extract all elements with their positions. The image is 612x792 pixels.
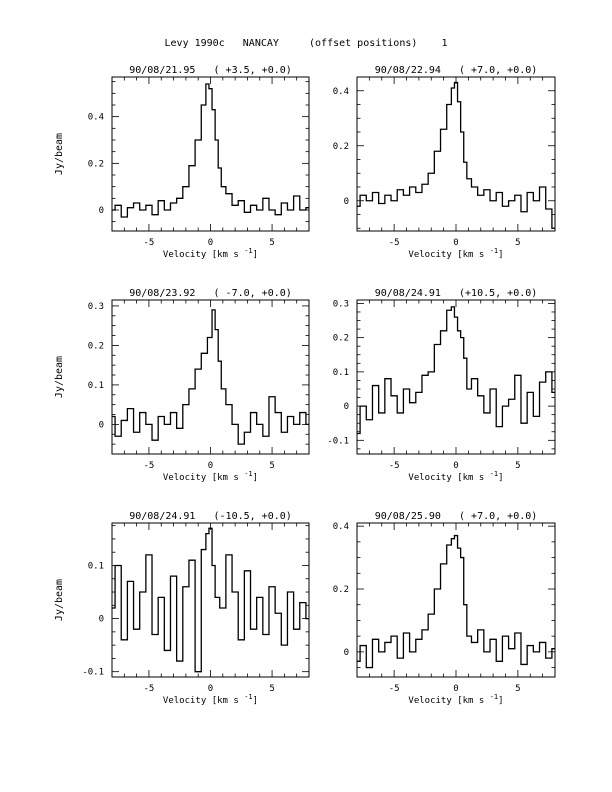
x-axis-label-text: Velocity [km s xyxy=(163,473,244,483)
plot-frame xyxy=(111,522,310,678)
panel-title: 90/08/22.94 ( +7.0, +0.0) xyxy=(375,65,538,76)
x-tick-label: 5 xyxy=(515,684,520,694)
plot-frame xyxy=(356,299,556,455)
spectrum-panel-2: -5 0 5 0 0.2 0.4 90/08/22.94 ( +7.0, +0.0) Velo… xyxy=(333,65,556,260)
spectrum-panel-1: -5 0 5 0 0.2 0.4 90/08/21.95 ( +3.5, +0.0) Velo… xyxy=(54,65,310,260)
y-tick-label: 0.1 xyxy=(333,368,349,378)
spectrum-panel-3: -5 0 5 0 0.1 0.2 0.3 90/08/23.92 ( -7.0, +0.0) V… xyxy=(54,288,310,483)
x-tick-label: 5 xyxy=(515,461,520,471)
plot-frame xyxy=(356,522,556,678)
y-tick-label: 0 xyxy=(99,420,104,430)
y-axis-label: Jy/beam xyxy=(54,579,65,621)
spectrum-line xyxy=(357,534,555,669)
x-axis-label-bracket: ] xyxy=(498,473,503,483)
panel-title: 90/08/24.91 (+10.5, +0.0) xyxy=(375,288,538,299)
y-axis-label: Jy/beam xyxy=(54,133,65,175)
plot-frame xyxy=(111,76,310,232)
x-axis-label-text: Velocity [km s xyxy=(408,250,489,260)
x-axis-label: Velocity [km s -1] xyxy=(163,470,258,483)
x-tick-label: 0 xyxy=(453,238,458,248)
page-title: Levy 1990c NANCAY (offset positions) 1 xyxy=(164,38,448,49)
x-tick-label: 5 xyxy=(269,461,274,471)
y-tick-label: 0 xyxy=(99,206,104,216)
panel-title: 90/08/23.92 ( -7.0, +0.0) xyxy=(129,288,292,299)
x-axis-label-superscript: -1 xyxy=(490,470,498,478)
x-tick-label: -5 xyxy=(144,461,155,471)
y-tick-label: -0.1 xyxy=(82,668,104,678)
x-tick-label: 0 xyxy=(208,238,213,248)
panel-title: 90/08/25.90 ( +7.0, +0.0) xyxy=(375,511,538,522)
x-axis-label: Velocity [km s -1] xyxy=(163,693,258,706)
y-tick-label: 0.3 xyxy=(88,302,104,312)
x-axis-label: Velocity [km s -1] xyxy=(408,470,503,483)
x-axis-label-superscript: -1 xyxy=(244,470,252,478)
x-axis-label-bracket: ] xyxy=(498,250,503,260)
y-tick-label: -0.1 xyxy=(327,436,349,446)
spectrum-panel-4: -5 0 5 -0.1 0 0.1 0.2 0.3 90/08/24.91 (+10.5, +0… xyxy=(327,288,556,483)
plot-frame xyxy=(356,76,556,232)
x-axis-label-text: Velocity [km s xyxy=(163,696,244,706)
y-tick-label: 0 xyxy=(344,402,349,412)
x-tick-label: 5 xyxy=(515,238,520,248)
y-tick-label: 0.4 xyxy=(333,522,349,532)
y-tick-label: 0.2 xyxy=(333,585,349,595)
y-tick-label: 0.2 xyxy=(88,159,104,169)
panel-title: 90/08/24.91 (-10.5, +0.0) xyxy=(129,511,292,522)
y-tick-label: 0.2 xyxy=(88,341,104,351)
y-axis-label: Jy/beam xyxy=(54,356,65,398)
x-tick-label: 5 xyxy=(269,684,274,694)
x-tick-label: 0 xyxy=(453,684,458,694)
x-axis-label-superscript: -1 xyxy=(490,247,498,255)
y-tick-label: 0.1 xyxy=(88,561,104,571)
y-tick-label: 0 xyxy=(99,615,104,625)
x-tick-label: -5 xyxy=(389,461,400,471)
x-tick-label: 5 xyxy=(269,238,274,248)
x-axis-label-text: Velocity [km s xyxy=(408,696,489,706)
x-axis-label-text: Velocity [km s xyxy=(163,250,244,260)
x-tick-label: -5 xyxy=(144,238,155,248)
y-tick-label: 0 xyxy=(344,648,349,658)
spectrum-line xyxy=(112,527,309,673)
spectrum-panel-6: -5 0 5 0 0.2 0.4 90/08/25.90 ( +7.0, +0.0) Velo… xyxy=(333,511,556,706)
y-tick-label: 0.2 xyxy=(333,334,349,344)
y-tick-label: 0.3 xyxy=(333,299,349,309)
y-tick-label: 0.4 xyxy=(88,113,104,123)
x-axis-label-bracket: ] xyxy=(253,473,258,483)
spectrum-line xyxy=(112,83,309,218)
panel-title: 90/08/21.95 ( +3.5, +0.0) xyxy=(129,65,292,76)
x-axis-label-bracket: ] xyxy=(253,696,258,706)
x-axis-label-bracket: ] xyxy=(253,250,258,260)
x-tick-label: 0 xyxy=(208,684,213,694)
plot-frame xyxy=(111,299,310,455)
x-tick-label: -5 xyxy=(144,684,155,694)
spectrum-line xyxy=(357,81,555,229)
x-axis-label: Velocity [km s -1] xyxy=(408,693,503,706)
x-axis-label-superscript: -1 xyxy=(490,693,498,701)
x-tick-label: -5 xyxy=(389,684,400,694)
y-tick-label: 0.2 xyxy=(333,142,349,152)
x-axis-label-bracket: ] xyxy=(498,696,503,706)
x-tick-label: 0 xyxy=(453,461,458,471)
x-axis-label: Velocity [km s -1] xyxy=(408,247,503,260)
x-axis-label-superscript: -1 xyxy=(244,247,252,255)
x-axis-label-text: Velocity [km s xyxy=(408,473,489,483)
x-axis-label-superscript: -1 xyxy=(244,693,252,701)
y-tick-label: 0.1 xyxy=(88,381,104,391)
x-tick-label: -5 xyxy=(389,238,400,248)
y-tick-label: 0 xyxy=(344,197,349,207)
spectrum-line xyxy=(357,306,555,435)
x-tick-label: 0 xyxy=(208,461,213,471)
spectrum-panel-5: -5 0 5 -0.1 0 0.1 90/08/24.91 (-10.5, +0.0) Vel… xyxy=(54,511,310,706)
x-axis-label: Velocity [km s -1] xyxy=(163,247,258,260)
y-tick-label: 0.4 xyxy=(333,87,349,97)
spectrum-line xyxy=(112,309,309,445)
